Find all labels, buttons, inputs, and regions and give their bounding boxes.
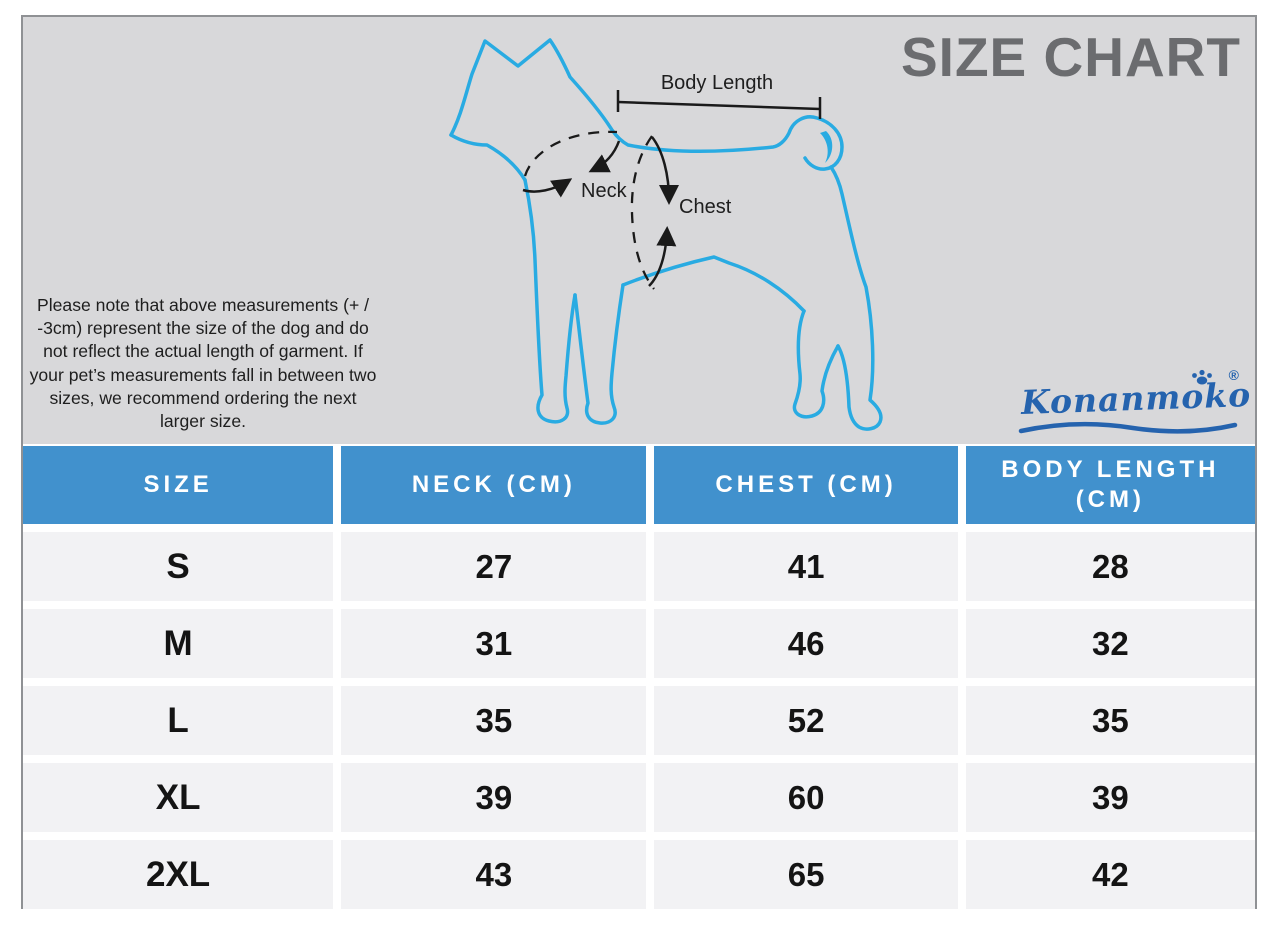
body-length-label: Body Length xyxy=(661,72,773,94)
column-header-chest: CHEST (CM) xyxy=(654,446,958,524)
size-chart-table: SIZE NECK (CM) CHEST (CM) BODY LENGTH (C… xyxy=(23,444,1255,909)
size-cell: S xyxy=(23,532,334,601)
column-header-size: SIZE xyxy=(23,446,334,524)
dog-hip-rear-far-leg xyxy=(829,165,883,431)
body-length-cell: 28 xyxy=(965,532,1255,601)
column-header-body-length: BODY LENGTH (CM) xyxy=(965,446,1255,524)
dog-chest-jaw xyxy=(449,133,527,182)
chest-cell: 52 xyxy=(654,686,958,755)
neck-cell: 39 xyxy=(341,763,647,832)
body-length-cell: 42 xyxy=(965,840,1255,909)
size-cell: 2XL xyxy=(23,840,334,909)
column-header-neck: NECK (CM) xyxy=(341,446,647,524)
body-length-cell: 32 xyxy=(965,609,1255,678)
registered-trademark-icon: ® xyxy=(1228,367,1239,383)
neck-cell: 27 xyxy=(341,532,647,601)
dog-thigh-belly xyxy=(621,255,806,313)
neck-cell: 43 xyxy=(341,840,647,909)
brand-name: Konanmoko xyxy=(1020,374,1252,423)
dog-head-back-tail xyxy=(449,38,844,171)
chest-cell: 60 xyxy=(654,763,958,832)
dog-front-far-leg xyxy=(573,283,625,425)
chest-measure: Chest xyxy=(630,135,732,290)
size-chart-sheet: SIZE CHART Please note that above measur… xyxy=(21,15,1257,909)
paw-print-icon xyxy=(1192,369,1212,385)
neck-dashed-arc xyxy=(523,130,618,177)
neck-arrow-right xyxy=(522,178,573,198)
size-cell: L xyxy=(23,686,334,755)
body-length-measure: Body Length xyxy=(616,72,822,119)
dog-measurement-diagram: Body Length Neck Chest xyxy=(449,38,883,431)
size-cell: M xyxy=(23,609,334,678)
chest-dashed-arc xyxy=(630,135,655,290)
neck-arrow-down xyxy=(588,140,621,173)
dog-front-near-leg xyxy=(523,178,577,424)
size-cell: XL xyxy=(23,763,334,832)
body-length-cell: 39 xyxy=(965,763,1255,832)
brand-logo: Konanmoko ® xyxy=(1017,367,1252,435)
chest-label: Chest xyxy=(679,196,732,218)
dog-tail-crescent xyxy=(820,131,833,163)
neck-label: Neck xyxy=(581,180,628,202)
dog-outline xyxy=(449,38,883,431)
chest-arrow-down xyxy=(651,136,679,205)
neck-measure: Neck xyxy=(522,130,628,202)
neck-cell: 35 xyxy=(341,686,647,755)
chest-cell: 46 xyxy=(654,609,958,678)
measurement-note: Please note that above measurements (+ /… xyxy=(29,295,377,432)
dog-rear-near-leg xyxy=(792,309,840,419)
neck-cell: 31 xyxy=(341,609,647,678)
chest-arrow-up xyxy=(648,226,677,287)
diagram-panel: SIZE CHART Please note that above measur… xyxy=(23,17,1255,444)
page-title: SIZE CHART xyxy=(901,26,1241,88)
logo-underline-swash xyxy=(1018,421,1238,434)
body-length-cell: 35 xyxy=(965,686,1255,755)
chest-cell: 65 xyxy=(654,840,958,909)
chest-cell: 41 xyxy=(654,532,958,601)
